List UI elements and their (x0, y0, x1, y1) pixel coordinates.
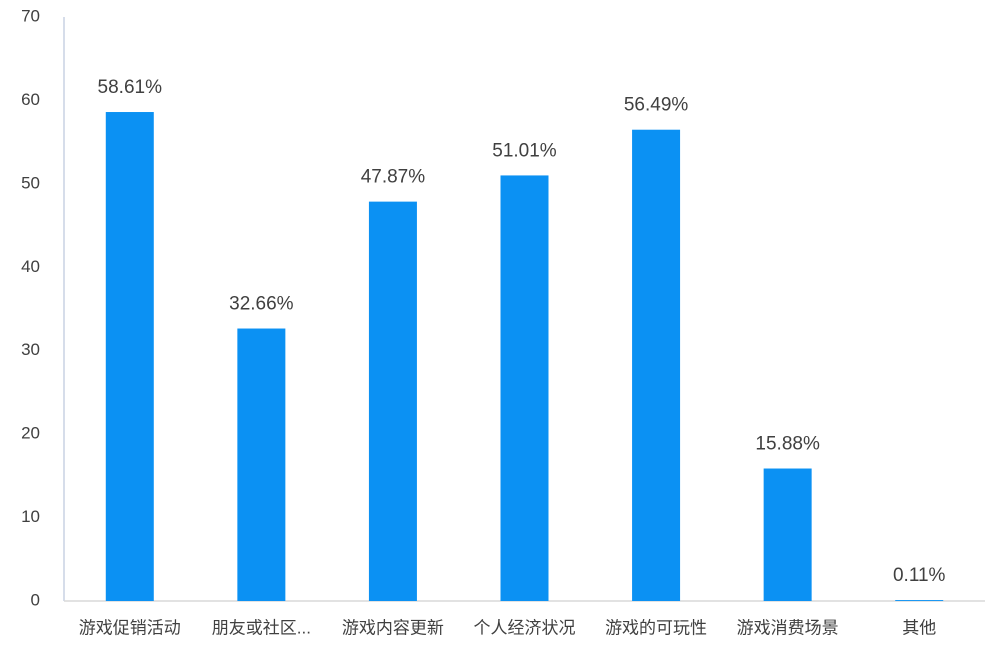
value-label: 47.87% (361, 167, 426, 188)
bar (632, 129, 681, 601)
y-tick-label: 0 (31, 590, 40, 609)
value-label: 51.01% (492, 140, 557, 161)
value-label: 56.49% (624, 95, 689, 116)
y-tick-label: 10 (21, 507, 40, 526)
y-tick-label: 30 (21, 340, 40, 359)
value-label: 15.88% (755, 434, 820, 455)
bar (895, 600, 944, 601)
bar (237, 328, 286, 601)
bar (368, 201, 417, 601)
y-tick-label: 70 (21, 6, 40, 25)
value-label: 32.66% (229, 294, 294, 315)
y-tick-label: 20 (21, 424, 40, 443)
x-tick-label: 朋友或社区... (212, 618, 311, 637)
bar (500, 175, 549, 602)
y-tick-label: 40 (21, 257, 40, 276)
x-tick-label: 游戏消费场景 (737, 618, 839, 637)
y-tick-label: 50 (21, 173, 40, 192)
x-tick-label: 其他 (902, 618, 936, 637)
y-tick-label: 60 (21, 90, 40, 109)
x-tick-label: 游戏内容更新 (342, 618, 444, 637)
x-tick-label: 个人经济状况 (474, 618, 576, 637)
x-tick-label: 游戏的可玩性 (605, 618, 707, 637)
value-label: 58.61% (98, 77, 163, 98)
bar (105, 112, 154, 601)
bar (763, 468, 812, 601)
value-label: 0.11% (893, 565, 946, 586)
x-tick-label: 游戏促销活动 (79, 618, 181, 637)
